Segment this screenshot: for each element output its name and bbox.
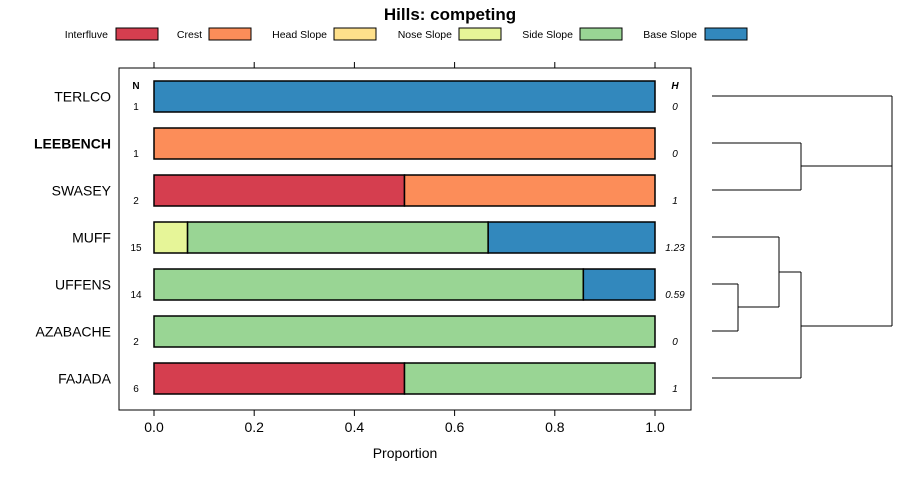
h-value-leebench: 0: [672, 149, 678, 160]
n-value-swasey: 2: [133, 196, 139, 207]
x-tick-label-1: 0.2: [244, 419, 264, 435]
h-value-uffens: 0.59: [665, 290, 685, 301]
legend-label-nose-slope: Nose Slope: [398, 29, 452, 41]
bar-swasey-crest: [403, 174, 656, 207]
row-label-terlco: TERLCO: [54, 89, 111, 105]
bar-muff-base-slope: [487, 221, 656, 254]
bar-muff-side-slope: [186, 221, 489, 254]
legend-label-crest: Crest: [177, 29, 202, 41]
h-value-terlco: 0: [672, 102, 678, 113]
n-value-muff: 15: [130, 243, 142, 254]
h-column-header: H: [671, 81, 679, 92]
x-axis-title: Proportion: [373, 445, 438, 461]
legend-label-interfluve: Interfluve: [65, 29, 108, 41]
row-label-swasey: SWASEY: [52, 183, 112, 199]
x-axis: 0.0 0.2 0.4 0.6 0.8 1.0: [144, 62, 665, 435]
bar-swasey-interfluve: [153, 174, 406, 207]
row-label-leebench: LEEBENCH: [34, 136, 111, 152]
legend-label-head-slope: Head Slope: [272, 29, 327, 41]
chart-title: Hills: competing: [384, 5, 516, 24]
legend: Interfluve Crest Head Slope Nose Slope Side …: [65, 27, 748, 41]
bar-uffens-side-slope: [153, 268, 585, 301]
bar-fajada-interfluve: [153, 362, 406, 395]
h-value-muff: 1.23: [665, 243, 685, 254]
dendrogram: [712, 95, 893, 379]
x-tick-label-0: 0.0: [144, 419, 164, 435]
legend-swatch-base-slope: [704, 27, 748, 41]
legend-swatch-head-slope: [333, 27, 377, 41]
n-value-fajada: 6: [133, 384, 139, 395]
n-column-header: N: [132, 81, 139, 92]
bar-fajada-side-slope: [403, 362, 656, 395]
bar-leebench-crest: [153, 127, 656, 160]
h-value-azabache: 0: [672, 337, 678, 348]
bar-terlco-base-slope: [153, 80, 656, 113]
row-label-fajada: FAJADA: [58, 371, 112, 387]
n-value-uffens: 14: [130, 290, 142, 301]
legend-label-side-slope: Side Slope: [522, 29, 573, 41]
legend-swatch-side-slope: [579, 27, 623, 41]
x-tick-label-3: 0.6: [445, 419, 465, 435]
legend-label-base-slope: Base Slope: [643, 29, 697, 41]
h-value-swasey: 1: [672, 196, 678, 207]
x-tick-label-4: 0.8: [545, 419, 565, 435]
legend-swatch-interfluve: [115, 27, 159, 41]
n-value-azabache: 2: [133, 337, 139, 348]
row-label-muff: MUFF: [72, 230, 111, 246]
bar-muff-nose-slope: [153, 221, 189, 254]
n-value-terlco: 1: [133, 102, 139, 113]
plot-frame: [118, 67, 692, 411]
legend-swatch-nose-slope: [458, 27, 502, 41]
row-label-azabache: AZABACHE: [36, 324, 111, 340]
x-tick-label-2: 0.4: [345, 419, 365, 435]
n-value-leebench: 1: [133, 149, 139, 160]
x-tick-label-5: 1.0: [645, 419, 665, 435]
h-value-fajada: 1: [672, 384, 678, 395]
row-label-uffens: UFFENS: [55, 277, 111, 293]
bar-uffens-base-slope: [582, 268, 656, 301]
bar-azabache-side-slope: [153, 315, 656, 348]
legend-swatch-crest: [208, 27, 252, 41]
bar-rows: TERLCO 1 0 LEEBENCH 1 0 SWASEY 2 1 MUFF 15 1.23 UFFE…: [34, 80, 685, 395]
